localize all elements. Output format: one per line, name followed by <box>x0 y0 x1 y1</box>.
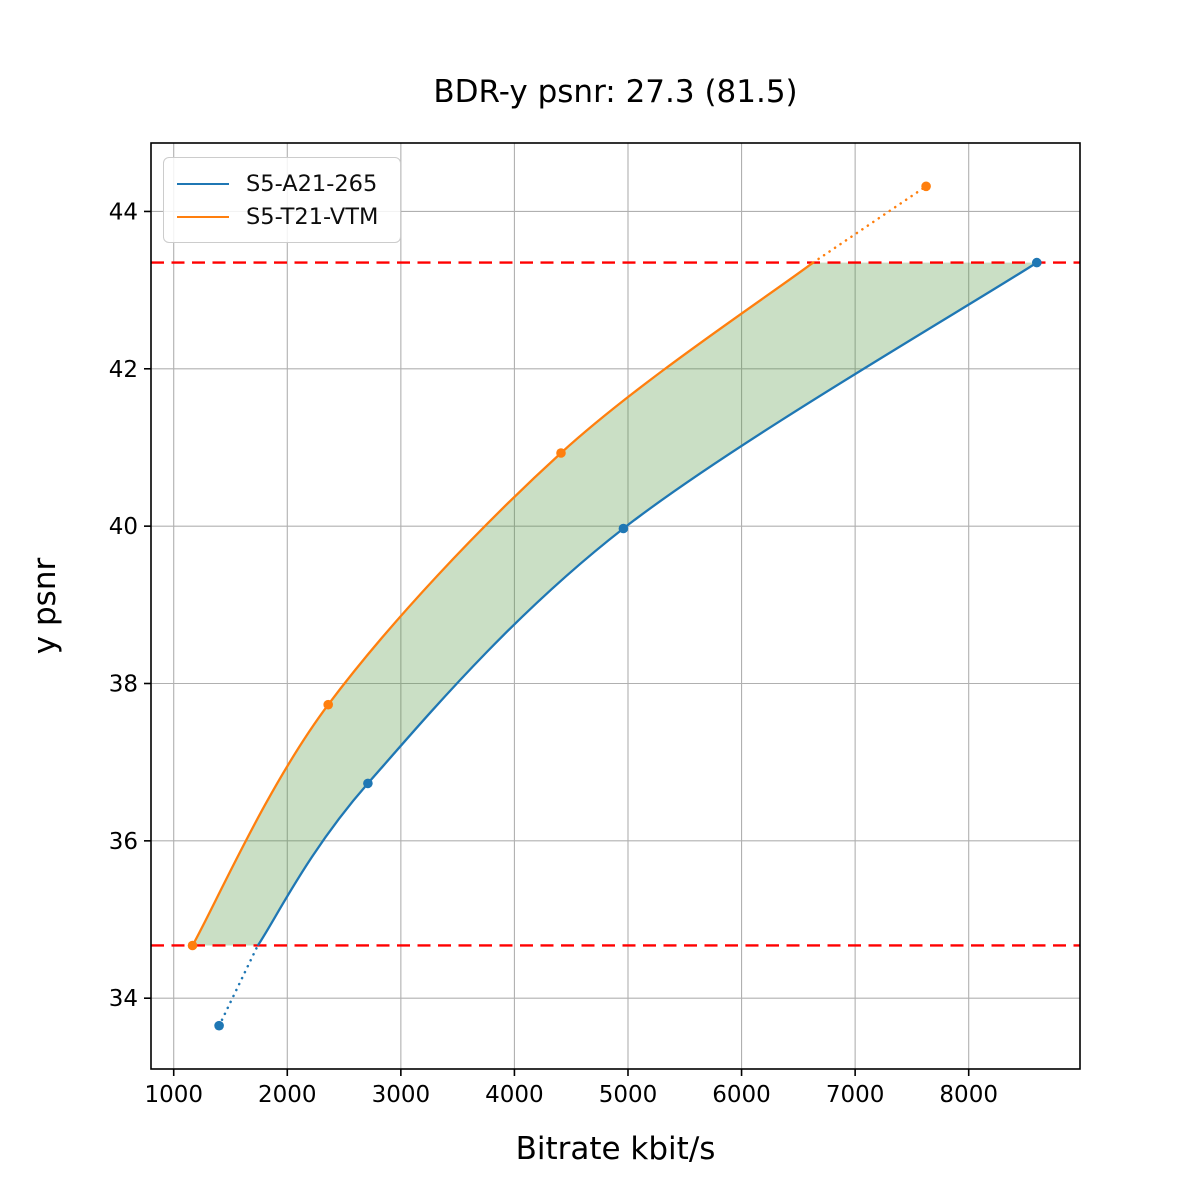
x-tick-label: 6000 <box>712 1082 771 1108</box>
y-tick-label: 38 <box>109 671 138 697</box>
reference-lines <box>151 261 1080 947</box>
axes-spines <box>150 142 1081 1070</box>
bd-area-fill <box>192 262 1037 946</box>
data-point-marker-S5-T21-VTM <box>921 181 931 192</box>
series-markers <box>187 181 1042 1031</box>
rd-curve-solid-S5-T21-VTM <box>191 261 814 947</box>
y-tick-label: 44 <box>109 199 138 225</box>
y-axis-label: y psnr <box>27 557 63 655</box>
data-point-marker-S5-A21-265 <box>363 778 373 789</box>
x-tick-label: 7000 <box>826 1082 885 1108</box>
tick-marks <box>144 210 970 1076</box>
x-tick-label: 5000 <box>599 1082 658 1108</box>
x-tick-label: 2000 <box>258 1082 317 1108</box>
data-point-marker-S5-A21-265 <box>1032 257 1042 268</box>
y-tick-label: 34 <box>109 986 138 1012</box>
rd-curve-dotted-S5-T21-VTM <box>811 185 928 264</box>
data-point-marker-S5-T21-VTM <box>187 940 198 951</box>
x-tick-label: 1000 <box>144 1082 203 1108</box>
plot-border <box>150 142 1081 1070</box>
rd-curve-dotted-S5-A21-265 <box>217 944 260 1027</box>
x-tick-label: 8000 <box>939 1082 998 1108</box>
legend-line-sample-orange <box>177 215 229 218</box>
series-curves <box>191 185 1038 1027</box>
rd-curve-solid-S5-A21-265 <box>256 261 1038 947</box>
legend-line-sample-blue <box>177 182 229 185</box>
data-point-marker-S5-A21-265 <box>618 523 629 534</box>
legend: S5-A21-265 S5-T21-VTM <box>163 157 401 243</box>
legend-label: S5-A21-265 <box>246 170 378 197</box>
data-point-marker-S5-A21-265 <box>214 1020 224 1031</box>
gridlines <box>151 143 1080 1069</box>
y-tick-label: 40 <box>109 514 138 540</box>
legend-item-series-0: S5-A21-265 <box>173 167 388 200</box>
x-tick-label: 3000 <box>372 1082 431 1108</box>
legend-label: S5-T21-VTM <box>246 203 379 230</box>
bd-shaded-region <box>192 262 1037 946</box>
data-point-marker-S5-T21-VTM <box>556 448 566 458</box>
legend-item-series-1: S5-T21-VTM <box>173 200 388 233</box>
x-axis-label: Bitrate kbit/s <box>515 1131 716 1167</box>
y-tick-label: 42 <box>109 357 138 383</box>
y-tick-label: 36 <box>109 829 138 855</box>
data-point-marker-S5-T21-VTM <box>323 699 334 710</box>
x-tick-label: 4000 <box>485 1082 544 1108</box>
chart-title: BDR-y psnr: 27.3 (81.5) <box>433 74 798 110</box>
tick-labels: 1000 2000 3000 4000 5000 6000 7000 8000 34 36 38 40… <box>109 199 998 1108</box>
